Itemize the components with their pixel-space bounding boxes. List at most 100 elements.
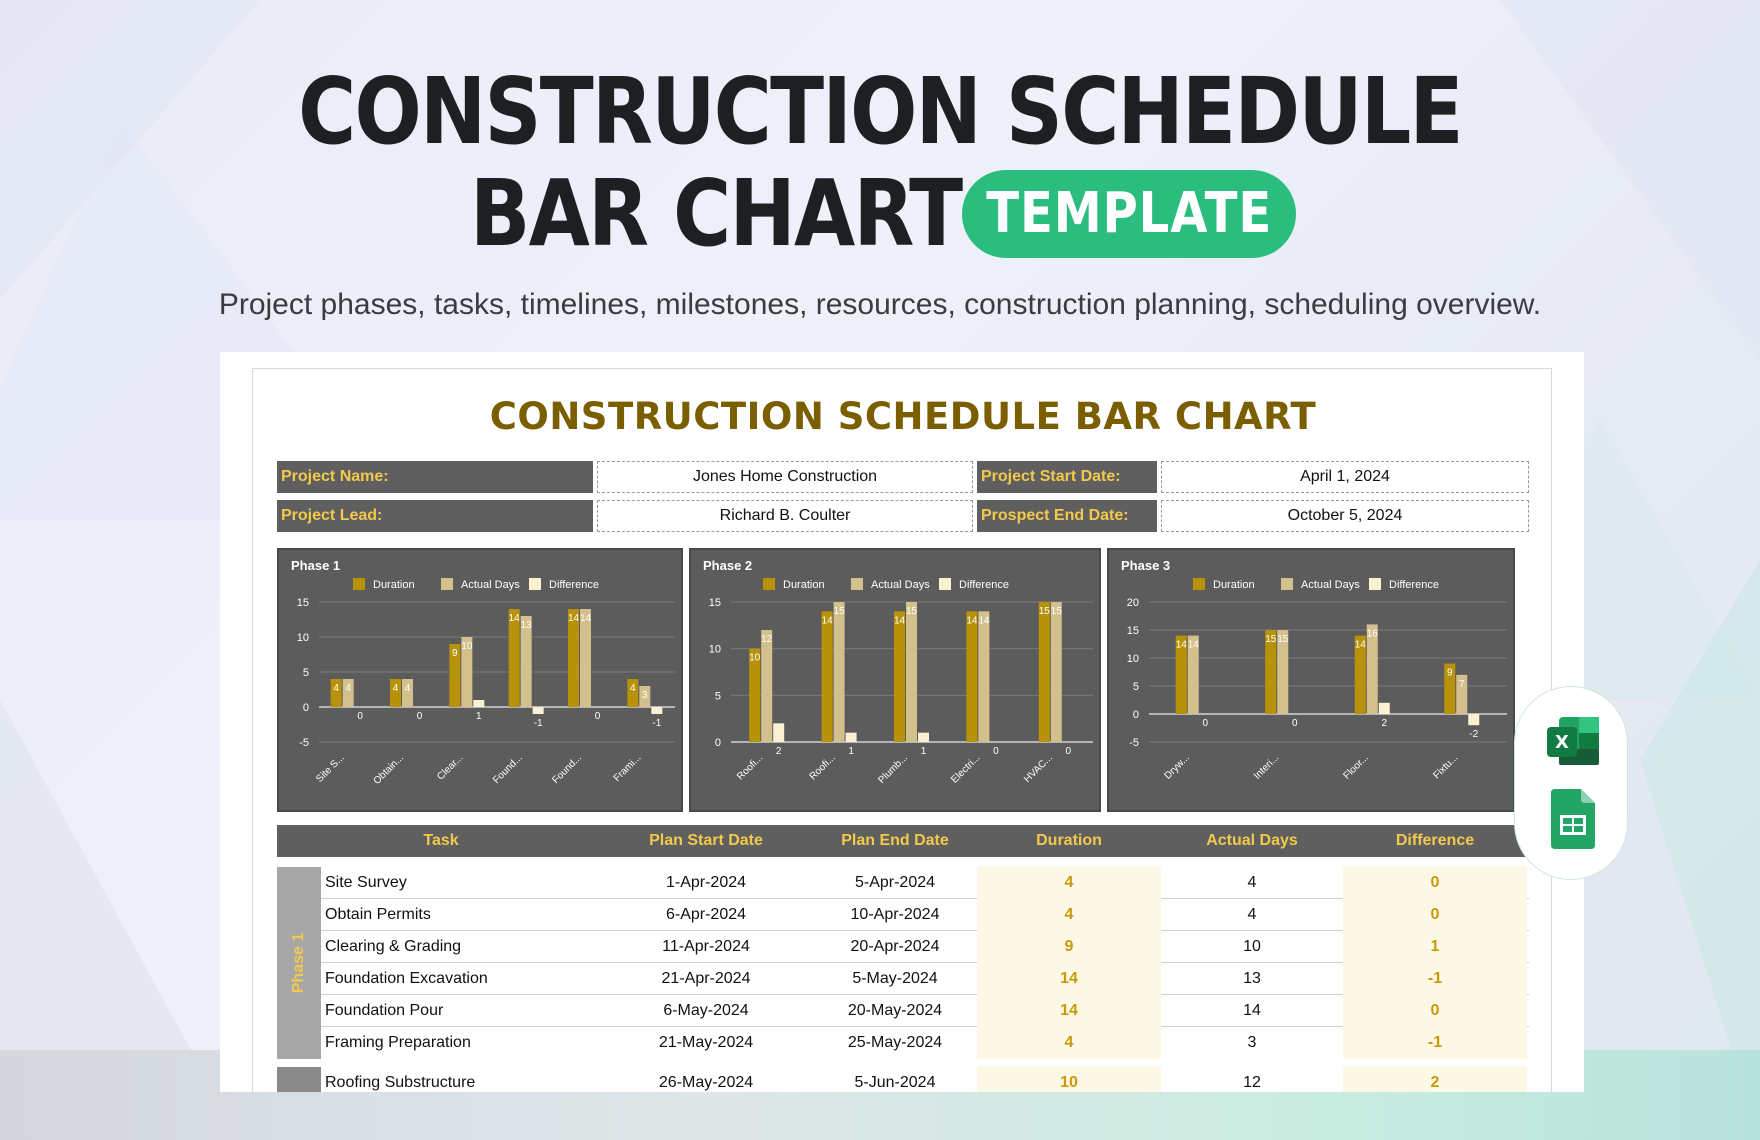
bar-actual-days: [639, 686, 651, 707]
chart-title: Phase 2: [703, 558, 752, 573]
actual-days-cell[interactable]: 12: [1243, 1074, 1261, 1091]
bar-duration: [330, 679, 342, 707]
bar-difference: [918, 732, 929, 742]
category-label: Roofi...: [808, 752, 838, 782]
project-name-value[interactable]: Jones Home Construction: [597, 461, 973, 493]
data-label: 14: [978, 615, 990, 626]
plan-start-cell[interactable]: 1-Apr-2024: [665, 874, 747, 891]
data-label: 0: [1202, 718, 1208, 729]
legend-swatch: [1369, 578, 1381, 590]
plan-end-cell[interactable]: 20-Apr-2024: [850, 938, 940, 955]
difference-cell[interactable]: 0: [1343, 995, 1527, 1027]
bar-duration: [1444, 663, 1456, 714]
actual-days-cell[interactable]: 3: [1247, 1034, 1257, 1051]
bar-difference: [651, 707, 663, 714]
plan-start-cell[interactable]: 26-May-2024: [658, 1074, 754, 1091]
difference-cell[interactable]: -1: [1343, 1027, 1527, 1059]
plan-end-cell[interactable]: 5-Jun-2024: [854, 1074, 936, 1091]
plan-end-cell[interactable]: 5-Apr-2024: [854, 874, 936, 891]
table-row: Site Survey 1-Apr-2024 5-Apr-2024 4 4 0: [321, 867, 1529, 899]
difference-cell[interactable]: 0: [1343, 867, 1527, 899]
data-label: 0: [1292, 718, 1298, 729]
legend-swatch: [529, 578, 541, 590]
duration-cell[interactable]: 4: [977, 1027, 1161, 1059]
header-task: Task: [423, 832, 459, 849]
excel-icon[interactable]: X: [1545, 713, 1601, 769]
bar-duration: [508, 609, 520, 707]
plan-start-cell[interactable]: 11-Apr-2024: [662, 938, 750, 955]
data-label: 14: [509, 613, 521, 624]
category-label: Plumb...: [876, 752, 910, 786]
task-cell[interactable]: Clearing & Grading: [325, 938, 462, 955]
difference-cell[interactable]: 1: [1343, 931, 1527, 963]
y-tick-label: 10: [709, 644, 721, 656]
category-label: Roofi...: [735, 752, 765, 782]
duration-cell[interactable]: 14: [977, 995, 1161, 1027]
actual-days-cell[interactable]: 4: [1247, 906, 1257, 923]
phase1-chart: Phase 1 Duration Actual Days Difference 15 10…: [277, 548, 683, 812]
bar-actual-days: [580, 609, 591, 707]
end-date-value[interactable]: October 5, 2024: [1161, 500, 1529, 532]
plan-start-cell[interactable]: 21-May-2024: [658, 1034, 754, 1051]
task-cell[interactable]: Roofing Substructure: [325, 1074, 476, 1091]
data-label: 15: [1265, 634, 1277, 645]
task-cell[interactable]: Foundation Excavation: [325, 970, 488, 987]
data-label: 10: [461, 641, 473, 652]
legend-swatch: [763, 578, 775, 590]
task-cell[interactable]: Framing Preparation: [325, 1034, 471, 1051]
duration-cell[interactable]: 4: [977, 899, 1161, 931]
plan-start-cell[interactable]: 21-Apr-2024: [661, 970, 751, 987]
difference-cell[interactable]: 2: [1343, 1067, 1527, 1092]
chart-title: Phase 3: [1121, 558, 1170, 573]
table-row: Roofing Substructure 26-May-2024 5-Jun-202…: [321, 1067, 1529, 1092]
plan-end-cell[interactable]: 10-Apr-2024: [850, 906, 940, 923]
project-lead-value[interactable]: Richard B. Coulter: [597, 500, 973, 532]
end-date-label: Prospect End Date:: [977, 500, 1157, 532]
difference-cell[interactable]: -1: [1343, 963, 1527, 995]
actual-days-cell[interactable]: 14: [1243, 1002, 1261, 1019]
legend-swatch: [441, 578, 453, 590]
plan-end-cell[interactable]: 5-May-2024: [852, 970, 938, 987]
start-date-value[interactable]: April 1, 2024: [1161, 461, 1529, 493]
task-cell[interactable]: Foundation Pour: [325, 1002, 444, 1019]
task-cell[interactable]: Obtain Permits: [325, 906, 431, 923]
data-label: 9: [1447, 668, 1453, 679]
y-tick-label: 0: [303, 702, 309, 714]
bar-actual-days: [1366, 624, 1378, 714]
duration-cell[interactable]: 4: [977, 867, 1161, 899]
bar-actual-days: [342, 679, 354, 707]
plan-end-cell[interactable]: 20-May-2024: [847, 1002, 943, 1019]
plan-start-cell[interactable]: 6-May-2024: [663, 1002, 749, 1019]
template-badge-label: TEMPLATE: [986, 181, 1272, 246]
duration-cell[interactable]: 14: [977, 963, 1161, 995]
plan-start-cell[interactable]: 6-Apr-2024: [665, 906, 747, 923]
bar-difference: [473, 700, 485, 707]
bar-difference: [1468, 714, 1480, 726]
data-label: 4: [393, 683, 399, 694]
duration-cell[interactable]: 9: [977, 931, 1161, 963]
data-label: -1: [534, 718, 543, 729]
difference-cell[interactable]: 0: [1343, 899, 1527, 931]
actual-days-cell[interactable]: 10: [1243, 938, 1261, 955]
data-label: 14: [966, 615, 978, 626]
bar-duration: [568, 609, 579, 707]
y-tick-label: -5: [1129, 737, 1139, 749]
actual-days-cell[interactable]: 13: [1243, 970, 1261, 987]
bar-actual-days: [461, 637, 473, 707]
data-label: 10: [749, 653, 761, 664]
y-tick-label: 0: [715, 737, 721, 749]
data-label: 12: [761, 634, 773, 645]
task-cell[interactable]: Site Survey: [325, 874, 407, 891]
google-sheets-icon[interactable]: [1551, 789, 1595, 849]
actual-days-cell[interactable]: 4: [1247, 874, 1257, 891]
data-label: 7: [1459, 679, 1465, 690]
data-label: 0: [417, 711, 423, 722]
bar-actual-days: [402, 679, 413, 707]
phase2-chart: Phase 2 Duration Actual Days Difference 15 10…: [689, 548, 1101, 812]
bar-difference: [532, 707, 544, 714]
duration-cell[interactable]: 10: [977, 1067, 1161, 1092]
plan-end-cell[interactable]: 25-May-2024: [847, 1034, 943, 1051]
y-tick-label: 15: [709, 597, 721, 609]
